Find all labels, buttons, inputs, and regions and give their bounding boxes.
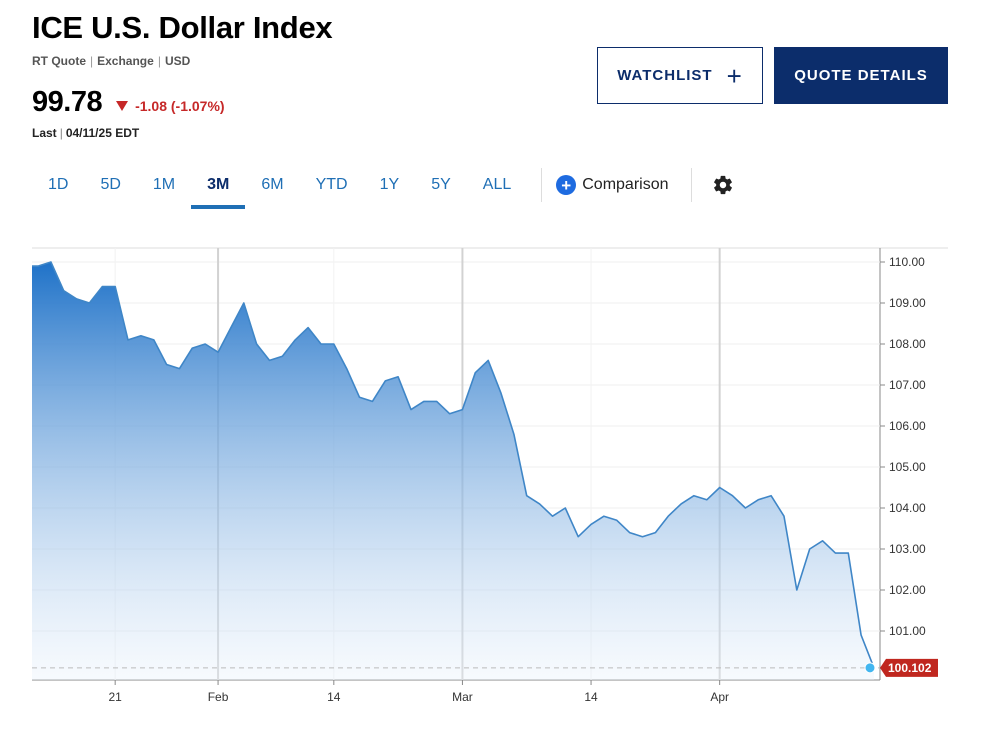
chart-area-layer [32,261,875,680]
series-line [32,261,875,669]
tab-1y[interactable]: 1Y [379,176,400,193]
x-tick-label: 14 [327,690,341,704]
last-date: 04/11/25 EDT [65,126,140,140]
comparison-button[interactable]: + Comparison [550,164,676,206]
x-tick-label: Mar [452,690,473,704]
y-tick-label: 102.00 [889,583,926,597]
tab-3m[interactable]: 3M [191,164,246,209]
plus-icon: + [726,60,743,91]
y-tick-label: 101.00 [889,624,926,638]
quote-details-button[interactable]: QUOTE DETAILS [774,47,948,104]
tab-ytd[interactable]: YTD [315,176,348,193]
x-tick-label: Apr [710,690,729,704]
price-row: 99.78 -1.08 (-1.07%) [32,86,225,119]
last-point-marker [864,662,876,674]
last-value-layer: 100.102 [32,658,938,677]
quote-currency: USD [164,54,191,68]
y-tick-label: 107.00 [889,378,926,392]
tab-6m[interactable]: 6M [261,176,284,193]
tab-5y[interactable]: 5Y [431,176,451,193]
y-axis: 110.00 109.00 108.00 107.00 106.00 105.00 104.… [880,255,926,638]
x-tick-label: 14 [584,690,598,704]
quote-source: Exchange [97,54,154,68]
y-tick-label: 110.00 [889,255,925,269]
down-arrow-icon [116,101,129,111]
meta-separator: | [157,54,161,68]
y-tick-label: 105.00 [889,460,926,474]
range-tabs: 1D 5D 1M 3M 6M YTD 1Y 5Y ALL + Compariso… [32,164,744,210]
tab-all[interactable]: ALL [482,176,512,193]
price-change-value: -1.08 (-1.07%) [135,98,225,114]
last-label: Last [32,126,57,140]
x-axis: 21 Feb 14 Mar 14 Apr [108,680,729,704]
quote-type: RT Quote [32,54,86,68]
page-title: ICE U.S. Dollar Index [32,10,333,45]
y-tick-label: 103.00 [889,542,926,556]
gear-icon[interactable] [702,164,744,206]
tab-5d[interactable]: 5D [100,176,121,193]
x-tick-label: Feb [208,690,229,704]
last-value-label: 100.102 [888,661,932,675]
y-tick-label: 109.00 [889,296,926,310]
tab-1d[interactable]: 1D [48,176,69,193]
last-price: 99.78 [32,86,103,118]
x-tick-label: 21 [108,690,122,704]
tab-divider [690,168,692,202]
last-updated: Last | 04/11/25 EDT [32,126,139,140]
price-change: -1.08 (-1.07%) [116,98,225,114]
add-circle-icon: + [556,175,577,195]
series-area [32,262,874,680]
comparison-label: Comparison [582,176,669,193]
meta-separator: | [90,54,94,68]
last-value-badge [880,658,938,677]
tab-divider [541,168,543,202]
watchlist-label: WATCHLIST [617,67,713,84]
y-tick-label: 104.00 [889,501,926,515]
meta-separator: | [59,126,63,140]
y-tick-label: 106.00 [889,419,926,433]
tab-1m[interactable]: 1M [152,176,176,193]
watchlist-button[interactable]: WATCHLIST + [597,47,763,104]
quote-details-label: QUOTE DETAILS [794,67,928,84]
gear-icon-svg [713,175,732,195]
quote-meta: RT Quote | Exchange | USD [32,54,190,68]
y-tick-label: 108.00 [889,337,926,351]
